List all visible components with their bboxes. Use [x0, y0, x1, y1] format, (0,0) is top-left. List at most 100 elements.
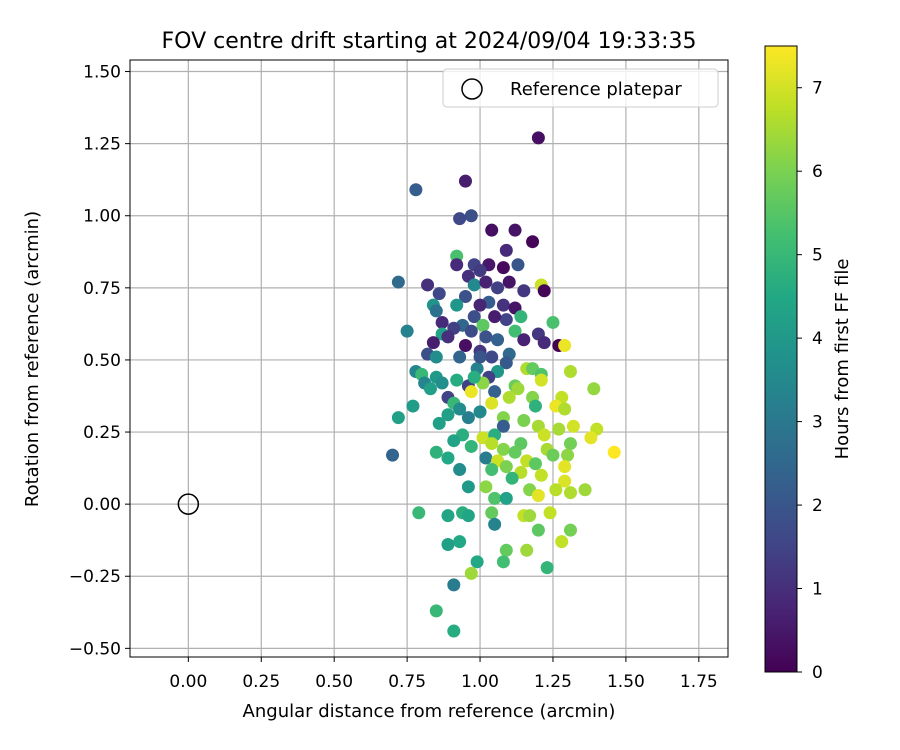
data-point: [563, 364, 577, 378]
chart-title: FOV centre drift starting at 2024/09/04 …: [162, 29, 697, 54]
y-axis-label: Rotation from reference (arcmin): [22, 211, 43, 507]
data-point: [488, 310, 502, 324]
data-point: [485, 437, 499, 451]
y-tick-label: −0.50: [69, 639, 121, 659]
data-point: [499, 313, 513, 327]
data-point: [485, 223, 499, 237]
data-point: [552, 422, 566, 436]
data-point: [470, 555, 484, 569]
colorbar-tick-label: 4: [812, 329, 823, 349]
data-point: [528, 457, 542, 471]
data-point: [435, 376, 449, 390]
data-point: [543, 506, 557, 520]
data-point: [517, 333, 531, 347]
data-point: [488, 517, 502, 531]
data-point: [531, 488, 545, 502]
data-points: [386, 131, 621, 638]
data-point: [467, 370, 481, 384]
colorbar: 0 1 2 3 4 5 6 7 Hours from first FF file: [764, 45, 853, 683]
data-point: [502, 275, 516, 289]
data-point: [526, 235, 540, 249]
x-tick-label: 0.00: [169, 672, 207, 692]
data-point: [391, 411, 405, 425]
reference-platepar-marker: [177, 493, 200, 515]
data-point: [534, 373, 548, 387]
data-point: [458, 339, 472, 353]
data-point: [491, 281, 505, 295]
colorbar-tick-label: 5: [812, 246, 823, 266]
data-point: [499, 491, 513, 505]
data-point: [447, 578, 461, 592]
data-point: [426, 336, 440, 350]
y-tick-label: −0.25: [69, 567, 121, 587]
data-point: [458, 289, 472, 303]
data-point: [406, 399, 420, 413]
data-point: [523, 509, 537, 523]
y-tick-label: 0.00: [83, 495, 121, 515]
data-point: [441, 538, 455, 552]
y-tick-label: 1.25: [83, 135, 121, 155]
data-point: [488, 385, 502, 399]
x-tick-label: 0.75: [388, 672, 426, 692]
data-point: [458, 174, 472, 188]
data-point: [496, 555, 510, 569]
y-tick-label: 1.50: [83, 63, 121, 83]
data-point: [499, 543, 513, 557]
data-point: [461, 411, 475, 425]
data-point: [558, 339, 572, 353]
data-point: [566, 419, 580, 433]
data-point: [558, 474, 572, 488]
colorbar-tick-label: 6: [812, 162, 823, 182]
data-point: [578, 483, 592, 497]
data-point: [563, 486, 577, 500]
legend-box: [442, 68, 719, 108]
data-point: [485, 350, 499, 364]
y-tick-label: 0.75: [83, 279, 121, 299]
data-point: [476, 318, 490, 332]
data-point: [429, 445, 443, 459]
data-point: [607, 445, 621, 459]
data-point: [528, 399, 542, 413]
data-point: [558, 402, 572, 416]
data-point: [473, 405, 487, 419]
data-point: [499, 243, 513, 257]
data-point: [549, 483, 563, 497]
data-point: [453, 350, 467, 364]
data-point: [517, 284, 531, 298]
data-point: [558, 460, 572, 474]
data-point: [453, 535, 467, 549]
data-point: [441, 451, 455, 465]
data-point: [453, 212, 467, 226]
data-point: [450, 298, 464, 312]
data-point: [485, 506, 499, 520]
data-point: [450, 258, 464, 272]
data-point: [473, 264, 487, 278]
data-point: [496, 261, 510, 275]
data-point: [540, 561, 554, 575]
data-point: [441, 408, 455, 422]
data-point: [531, 523, 545, 537]
colorbar-tick-label: 1: [812, 580, 823, 600]
colorbar-tick-label: 3: [812, 413, 823, 433]
data-point: [432, 416, 446, 430]
data-point: [423, 382, 437, 396]
data-point: [473, 350, 487, 364]
data-point: [453, 463, 467, 477]
data-point: [517, 414, 531, 428]
data-point: [464, 439, 478, 453]
data-point: [496, 298, 510, 312]
data-point: [479, 275, 493, 289]
data-point: [499, 460, 513, 474]
data-point: [511, 258, 525, 272]
data-point: [467, 310, 481, 324]
data-point: [412, 506, 426, 520]
data-point: [479, 480, 493, 494]
data-point: [537, 428, 551, 442]
y-axis-ticks: −0.50 −0.25 0.00 0.25 0.50 0.75 1.00 1.25 1.50: [69, 63, 130, 659]
x-tick-label: 1.75: [680, 672, 718, 692]
data-point: [464, 209, 478, 223]
colorbar-ticks: 0 1 2 3 4 5 6 7: [797, 79, 823, 683]
colorbar-label: Hours from first FF file: [832, 259, 853, 460]
data-point: [485, 396, 499, 410]
data-point: [479, 330, 493, 344]
